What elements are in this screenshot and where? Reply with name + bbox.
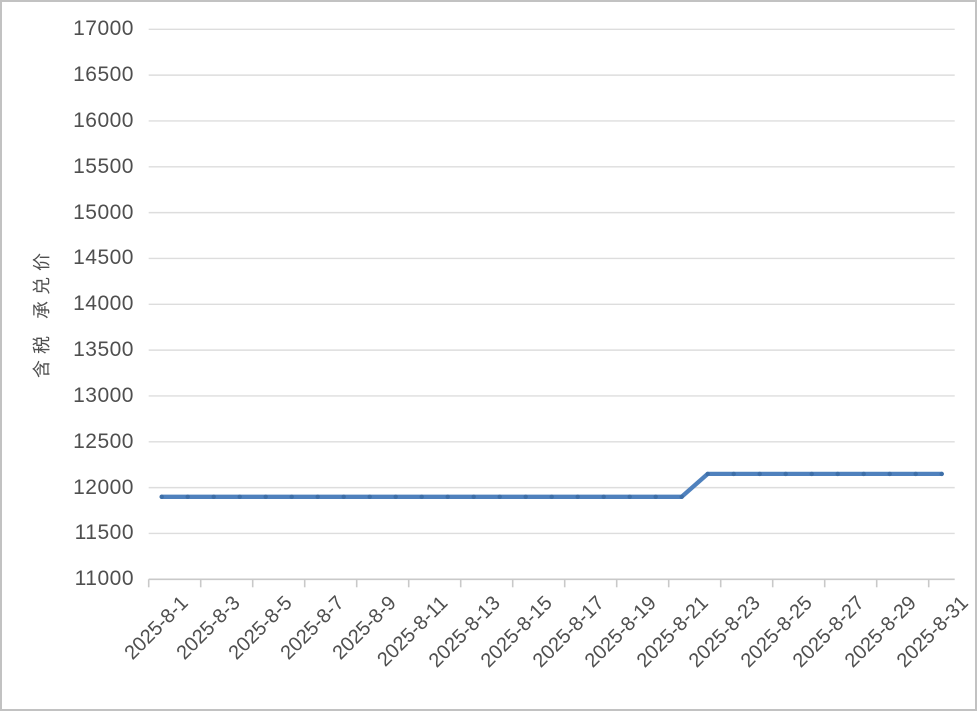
data-point-marker — [705, 471, 710, 477]
data-point-marker — [809, 471, 814, 477]
data-point-marker — [549, 494, 554, 499]
data-point-marker — [471, 494, 476, 499]
data-point-marker — [445, 494, 450, 499]
data-point-marker — [237, 494, 242, 499]
data-point-marker — [419, 494, 424, 499]
data-point-marker — [185, 494, 190, 499]
data-point-marker — [289, 494, 294, 499]
data-point-marker — [497, 494, 502, 499]
data-point-marker — [939, 471, 944, 477]
data-point-marker — [679, 494, 684, 499]
data-point-marker — [211, 494, 216, 499]
data-point-marker — [159, 494, 164, 499]
data-point-marker — [887, 471, 892, 477]
data-point-marker — [731, 471, 736, 477]
data-point-marker — [757, 471, 762, 477]
data-point-marker — [315, 494, 320, 499]
data-point-marker — [263, 494, 268, 499]
data-point-marker — [835, 471, 840, 477]
data-point-marker — [627, 494, 632, 499]
data-point-marker — [861, 471, 866, 477]
data-point-marker — [575, 494, 580, 499]
data-point-marker — [601, 494, 606, 499]
data-point-marker — [523, 494, 528, 499]
data-point-marker — [653, 494, 658, 499]
data-point-marker — [367, 494, 372, 499]
data-point-marker — [783, 471, 788, 477]
price-series-line — [159, 471, 944, 499]
data-point-marker — [341, 494, 346, 499]
data-point-marker — [913, 471, 918, 477]
data-point-marker — [393, 494, 398, 499]
